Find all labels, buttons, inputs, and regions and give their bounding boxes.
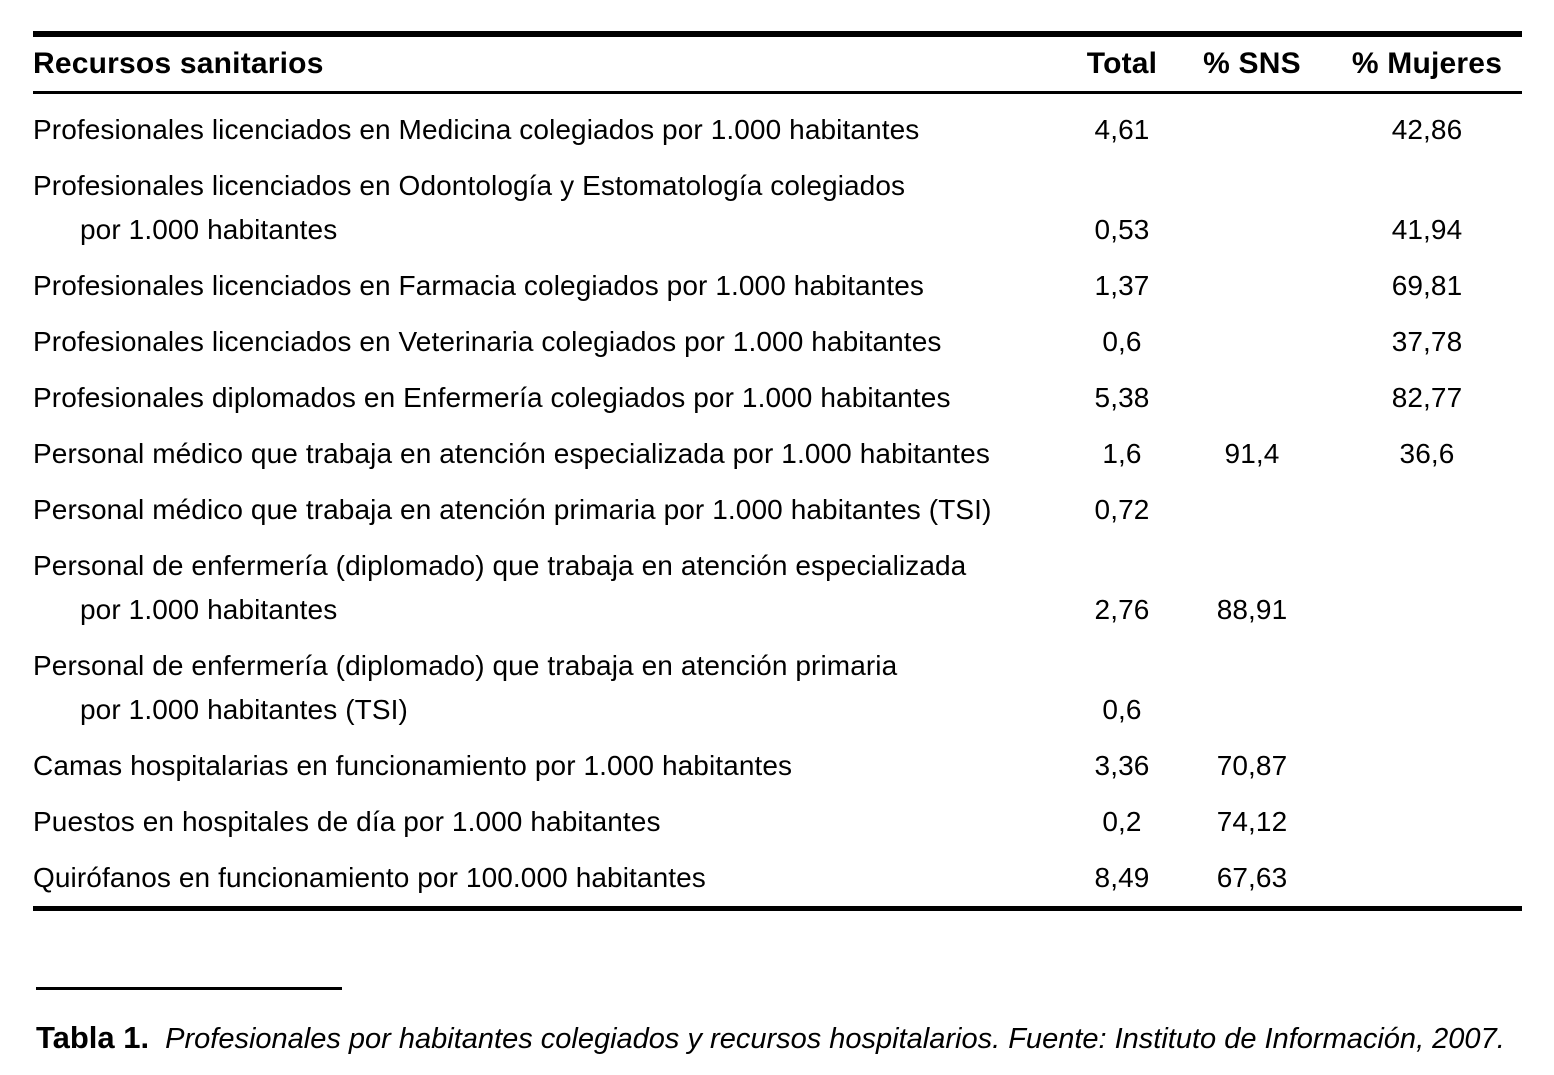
row-label: Camas hospitalarias en funcionamiento po… <box>33 738 1072 794</box>
table-row: Profesionales licenciados en Veterinaria… <box>33 314 1522 370</box>
row-label: Profesionales diplomados en Enfermería c… <box>33 370 1072 426</box>
row-label: Personal médico que trabaja en atención … <box>33 482 1072 538</box>
row-label-line1: Personal de enfermería (diplomado) que t… <box>33 550 967 581</box>
table-body: Profesionales licenciados en Medicina co… <box>33 93 1522 911</box>
cell-sns <box>1172 158 1332 258</box>
table-row: Personal de enfermería (diplomado) que t… <box>33 538 1522 638</box>
cell-mujeres <box>1332 538 1522 638</box>
cell-sns: 70,87 <box>1216 750 1288 781</box>
row-label: Personal de enfermería (diplomado) que t… <box>33 638 1072 738</box>
row-label-line1: Camas hospitalarias en funcionamiento po… <box>33 750 793 781</box>
cell-total: 2,76 <box>1094 594 1150 625</box>
row-label-line1: Profesionales diplomados en Enfermería c… <box>33 382 951 413</box>
cell-sns <box>1172 638 1332 738</box>
cell-mujeres: 69,81 <box>1391 270 1463 301</box>
table-row: Puestos en hospitales de día por 1.000 h… <box>33 794 1522 850</box>
row-label: Quirófanos en funcionamiento por 100.000… <box>33 850 1072 911</box>
row-label-line1: Quirófanos en funcionamiento por 100.000… <box>33 862 706 893</box>
cell-mujeres <box>1332 850 1522 911</box>
table-row: Profesionales licenciados en Farmacia co… <box>33 258 1522 314</box>
cell-sns: 74,12 <box>1216 806 1288 837</box>
cell-mujeres <box>1332 738 1522 794</box>
table-row: Personal médico que trabaja en atención … <box>33 426 1522 482</box>
cell-total: 8,49 <box>1072 850 1172 911</box>
row-label-line2: por 1.000 habitantes <box>80 594 338 625</box>
cell-sns: 67,63 <box>1172 850 1332 911</box>
header-resource: Recursos sanitarios <box>33 31 1072 94</box>
row-label-line2: por 1.000 habitantes (TSI) <box>80 694 408 725</box>
cell-mujeres <box>1332 638 1522 738</box>
row-label-line1: Profesionales licenciados en Farmacia co… <box>33 270 924 301</box>
cell-mujeres: 36,6 <box>1399 438 1455 469</box>
table-row: Personal médico que trabaja en atención … <box>33 482 1522 538</box>
cell-total: 0,2 <box>1102 806 1142 837</box>
cell-total: 3,36 <box>1094 750 1150 781</box>
cell-mujeres: 37,78 <box>1391 326 1463 357</box>
row-label-line1: Personal de enfermería (diplomado) que t… <box>33 650 898 681</box>
table-row: Quirófanos en funcionamiento por 100.000… <box>33 850 1522 911</box>
cell-mujeres <box>1332 482 1522 538</box>
cell-mujeres: 42,86 <box>1391 114 1463 145</box>
cell-total: 0,6 <box>1102 326 1142 357</box>
row-label: Personal médico que trabaja en atención … <box>33 426 1072 482</box>
row-label-line1: Personal médico que trabaja en atención … <box>33 438 990 469</box>
row-label-line1: Profesionales licenciados en Veterinaria… <box>33 326 942 357</box>
row-label: Profesionales licenciados en Odontología… <box>33 158 1072 258</box>
cell-sns <box>1172 258 1332 314</box>
row-label-line1: Puestos en hospitales de día por 1.000 h… <box>33 806 661 837</box>
footnote-rule <box>36 987 342 990</box>
cell-total: 0,6 <box>1102 694 1142 725</box>
table-row: Personal de enfermería (diplomado) que t… <box>33 638 1522 738</box>
row-label-line2: por 1.000 habitantes <box>80 214 338 245</box>
row-label: Puestos en hospitales de día por 1.000 h… <box>33 794 1072 850</box>
row-label: Profesionales licenciados en Veterinaria… <box>33 314 1072 370</box>
caption-text: Profesionales por habitantes colegiados … <box>165 1023 1505 1055</box>
row-label-line1: Profesionales licenciados en Medicina co… <box>33 114 920 145</box>
row-label: Personal de enfermería (diplomado) que t… <box>33 538 1072 638</box>
health-resources-table: Recursos sanitarios Total % SNS % Mujere… <box>33 31 1522 911</box>
cell-sns: 88,91 <box>1216 594 1288 625</box>
cell-sns <box>1172 370 1332 426</box>
cell-total: 5,38 <box>1094 382 1150 413</box>
row-label: Profesionales licenciados en Farmacia co… <box>33 258 1072 314</box>
row-label-line1: Profesionales licenciados en Odontología… <box>33 170 906 201</box>
row-label: Profesionales licenciados en Medicina co… <box>33 93 1072 159</box>
cell-mujeres: 41,94 <box>1391 214 1463 245</box>
table-row: Profesionales licenciados en Odontología… <box>33 158 1522 258</box>
cell-mujeres <box>1332 794 1522 850</box>
header-mujeres: % Mujeres <box>1332 31 1522 94</box>
table-footer: Tabla 1. Profesionales por habitantes col… <box>36 987 1554 1059</box>
table-row: Camas hospitalarias en funcionamiento po… <box>33 738 1522 794</box>
table-row: Profesionales diplomados en Enfermería c… <box>33 370 1522 426</box>
cell-total: 0,72 <box>1094 494 1150 525</box>
header-sns: % SNS <box>1172 31 1332 94</box>
cell-total: 1,37 <box>1094 270 1150 301</box>
cell-mujeres: 82,77 <box>1391 382 1463 413</box>
cell-total: 4,61 <box>1094 114 1150 145</box>
row-label-line1: Personal médico que trabaja en atención … <box>33 494 992 525</box>
cell-sns <box>1172 93 1332 159</box>
header-total: Total <box>1072 31 1172 94</box>
cell-total: 1,6 <box>1102 438 1142 469</box>
table-row: Profesionales licenciados en Medicina co… <box>33 93 1522 159</box>
cell-sns <box>1172 314 1332 370</box>
table-header: Recursos sanitarios Total % SNS % Mujere… <box>33 31 1522 94</box>
header-row: Recursos sanitarios Total % SNS % Mujere… <box>33 31 1522 94</box>
cell-sns: 91,4 <box>1224 438 1280 469</box>
caption-label: Tabla 1. <box>36 1020 150 1055</box>
table-caption: Tabla 1. Profesionales por habitantes col… <box>36 1018 1554 1059</box>
cell-total: 0,53 <box>1094 214 1150 245</box>
cell-sns <box>1172 482 1332 538</box>
